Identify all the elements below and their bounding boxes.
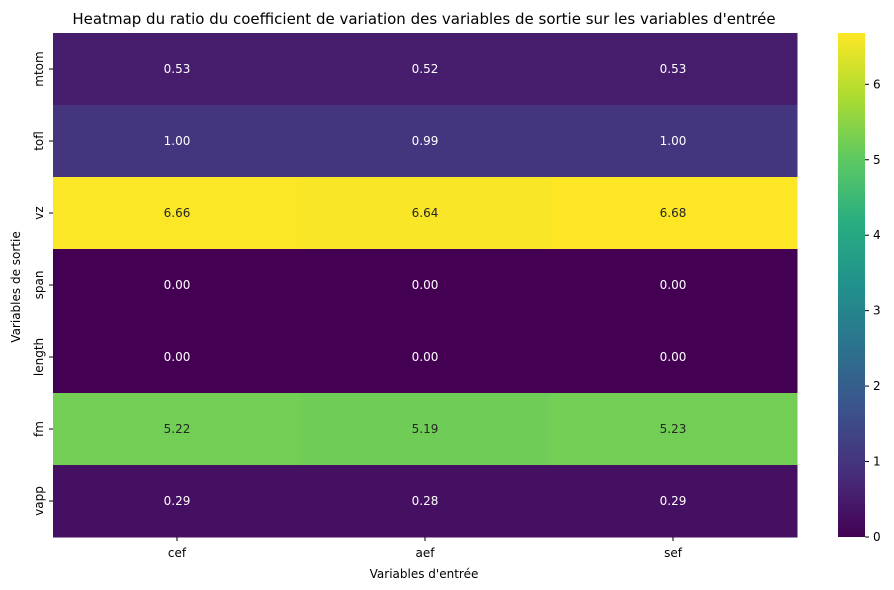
y-tick-label: length bbox=[32, 338, 46, 376]
cell-value-label: 1.00 bbox=[164, 134, 191, 148]
cell-value-label: 0.53 bbox=[164, 62, 191, 76]
heatmap-cells bbox=[53, 33, 798, 538]
heatmap-cell bbox=[549, 33, 798, 106]
cell-value-label: 0.00 bbox=[412, 278, 439, 292]
colorbar-tick-label: 3 bbox=[873, 304, 881, 318]
heatmap-cell bbox=[301, 177, 550, 250]
heatmap-cell bbox=[301, 249, 550, 322]
y-tick-label: fm bbox=[32, 421, 46, 437]
heatmap-cell bbox=[549, 321, 798, 394]
cell-value-label: 6.68 bbox=[660, 206, 687, 220]
heatmap-cell bbox=[301, 465, 550, 538]
cell-value-label: 0.00 bbox=[164, 350, 191, 364]
cell-value-label: 0.29 bbox=[164, 494, 191, 508]
heatmap-cell bbox=[301, 33, 550, 106]
y-axis-label: Variables de sortie bbox=[9, 231, 23, 342]
colorbar-tick-label: 2 bbox=[873, 379, 881, 393]
y-tick-label: span bbox=[32, 271, 46, 300]
cell-value-label: 6.66 bbox=[164, 206, 191, 220]
heatmap-cell bbox=[53, 393, 302, 466]
colorbar-tick-label: 6 bbox=[873, 77, 881, 91]
heatmap-cell bbox=[53, 33, 302, 106]
x-tick-label: cef bbox=[168, 546, 187, 560]
colorbar-tick-label: 4 bbox=[873, 228, 881, 242]
cell-value-label: 6.64 bbox=[412, 206, 439, 220]
heatmap-cell bbox=[549, 249, 798, 322]
colorbar-tick-label: 0 bbox=[873, 530, 881, 544]
heatmap-cell bbox=[549, 177, 798, 250]
chart-title: Heatmap du ratio du coefficient de varia… bbox=[72, 10, 775, 28]
x-axis-label: Variables d'entrée bbox=[370, 567, 479, 581]
cell-value-label: 0.99 bbox=[412, 134, 439, 148]
heatmap-cell bbox=[53, 321, 302, 394]
x-axis-ticks: cef aef sef bbox=[168, 537, 683, 560]
heatmap-cell bbox=[549, 465, 798, 538]
cell-value-label: 0.00 bbox=[660, 350, 687, 364]
colorbar-tick-label: 5 bbox=[873, 153, 881, 167]
colorbar-tick-label: 1 bbox=[873, 455, 881, 469]
y-tick-label: vapp bbox=[32, 486, 46, 516]
y-tick-label: tofl bbox=[32, 131, 46, 151]
cell-value-label: 5.23 bbox=[660, 422, 687, 436]
heatmap-cell bbox=[53, 105, 302, 178]
cell-value-label: 0.53 bbox=[660, 62, 687, 76]
heatmap-cell bbox=[301, 321, 550, 394]
cell-value-label: 5.22 bbox=[164, 422, 191, 436]
heatmap-cell bbox=[53, 465, 302, 538]
cell-value-label: 0.00 bbox=[660, 278, 687, 292]
x-tick-label: aef bbox=[416, 546, 436, 560]
heatmap-cell bbox=[53, 177, 302, 250]
cell-value-label: 0.29 bbox=[660, 494, 687, 508]
cell-value-label: 0.28 bbox=[412, 494, 439, 508]
heatmap-cell-labels: 0.53 0.52 0.53 1.00 0.99 1.00 6.66 6.64 6.68 0.00… bbox=[164, 62, 687, 508]
cell-value-label: 0.52 bbox=[412, 62, 439, 76]
cell-value-label: 0.00 bbox=[164, 278, 191, 292]
colorbar-ticks: 0 1 2 3 4 5 6 bbox=[865, 77, 881, 544]
y-tick-label: vz bbox=[32, 206, 46, 219]
heatmap-cell bbox=[549, 105, 798, 178]
heatmap-cell bbox=[549, 393, 798, 466]
cell-value-label: 5.19 bbox=[412, 422, 439, 436]
colorbar-gradient bbox=[838, 33, 865, 537]
y-tick-label: mtom bbox=[32, 51, 46, 86]
heatmap-cell bbox=[301, 105, 550, 178]
cell-value-label: 0.00 bbox=[412, 350, 439, 364]
x-tick-label: sef bbox=[664, 546, 683, 560]
cell-value-label: 1.00 bbox=[660, 134, 687, 148]
y-axis-ticks: mtom tofl vz span length fm vapp bbox=[32, 51, 53, 516]
heatmap-cell bbox=[301, 393, 550, 466]
heatmap-cell bbox=[53, 249, 302, 322]
colorbar bbox=[838, 33, 865, 537]
